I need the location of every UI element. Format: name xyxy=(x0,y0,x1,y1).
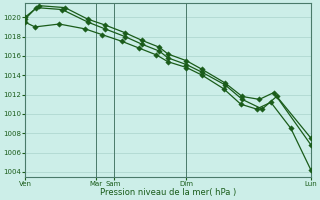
X-axis label: Pression niveau de la mer( hPa ): Pression niveau de la mer( hPa ) xyxy=(100,188,236,197)
